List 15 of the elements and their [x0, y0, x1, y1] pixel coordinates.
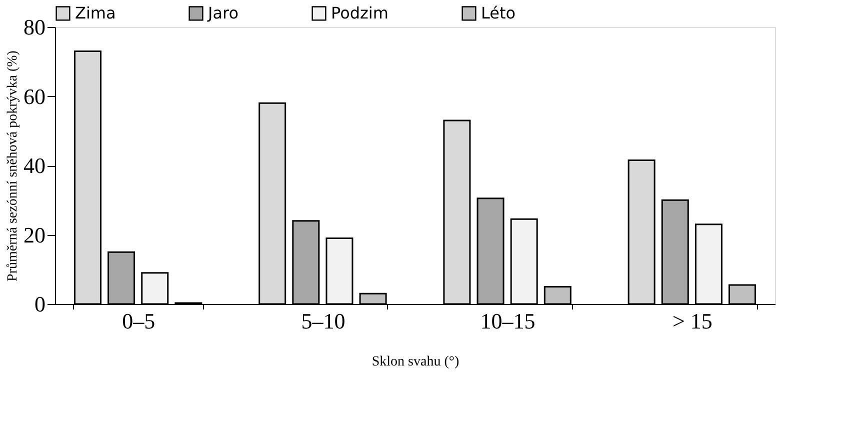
y-axis-title: Průměrná sezónní sněhová pokrývka (%): [6, 50, 20, 282]
y-tick-label: 80: [24, 14, 46, 40]
x-tick-label: > 15: [672, 308, 712, 334]
legend-label: Jaro: [207, 3, 239, 22]
x-axis-title: Sklon svahu (°): [372, 354, 460, 370]
y-tick-label: 0: [34, 292, 46, 316]
legend-label: Léto: [481, 3, 516, 22]
x-tick-label: 0–5: [122, 308, 156, 334]
x-tick-label: 5–10: [301, 308, 346, 334]
legend-label: Podzim: [331, 3, 388, 22]
y-tick-label: 20: [24, 222, 46, 248]
x-tick-label: 10–15: [480, 308, 536, 334]
legend-label: Zima: [75, 3, 116, 22]
y-tick-label: 40: [24, 153, 46, 178]
y-tick-label: 60: [24, 84, 46, 109]
